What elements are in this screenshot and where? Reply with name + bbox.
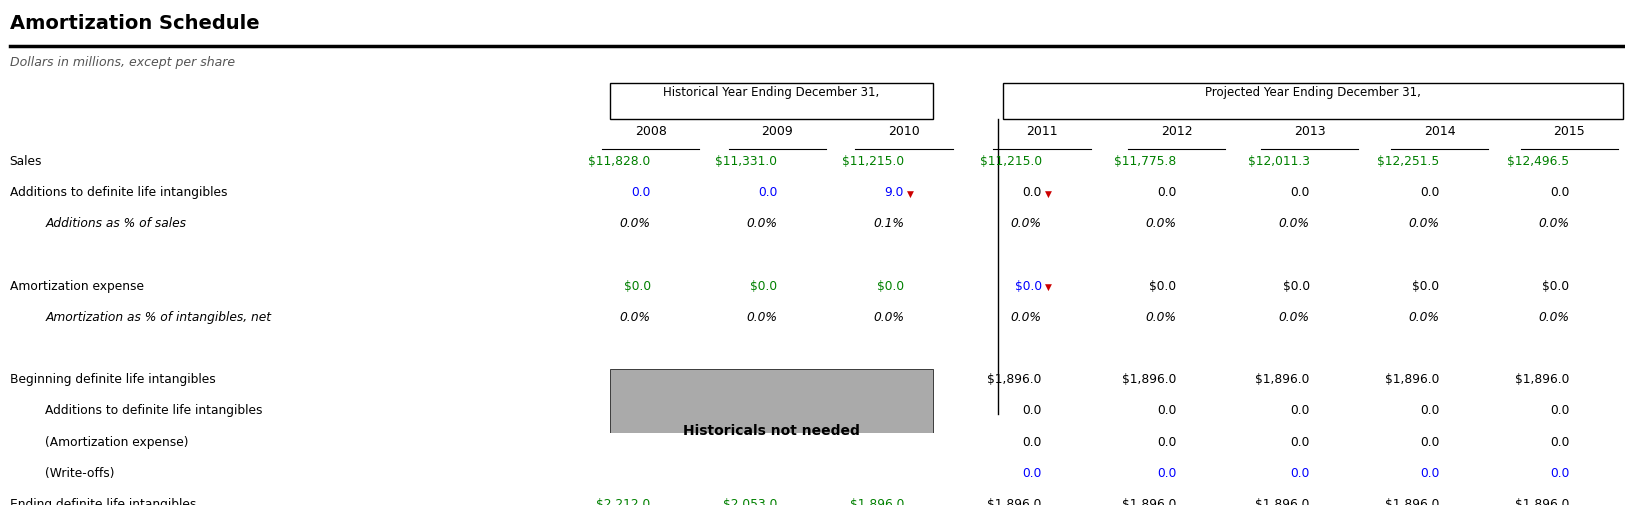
FancyBboxPatch shape — [610, 83, 933, 120]
Text: ▼: ▼ — [907, 189, 914, 198]
Text: 2015: 2015 — [1553, 125, 1585, 138]
Text: 0.0: 0.0 — [1023, 435, 1042, 448]
Text: 0.0%: 0.0% — [746, 311, 777, 323]
Text: 0.0: 0.0 — [1023, 403, 1042, 417]
Text: Additions as % of sales: Additions as % of sales — [46, 217, 187, 230]
Text: 0.0%: 0.0% — [1278, 217, 1309, 230]
Text: 0.0: 0.0 — [1158, 435, 1177, 448]
Text: 0.0%: 0.0% — [1146, 311, 1177, 323]
Text: Additions to definite life intangibles: Additions to definite life intangibles — [46, 403, 263, 417]
Text: $0.0: $0.0 — [1413, 279, 1439, 292]
Text: $0.0: $0.0 — [750, 279, 777, 292]
Text: 0.0%: 0.0% — [1538, 311, 1569, 323]
Text: 2011: 2011 — [1026, 125, 1057, 138]
Text: 0.0: 0.0 — [1291, 403, 1309, 417]
Text: 0.0%: 0.0% — [1278, 311, 1309, 323]
Text: 0.0: 0.0 — [1419, 435, 1439, 448]
Text: 2013: 2013 — [1294, 125, 1325, 138]
Text: $11,775.8: $11,775.8 — [1114, 155, 1177, 168]
Text: 0.0: 0.0 — [758, 186, 777, 199]
Text: 2008: 2008 — [634, 125, 667, 138]
Text: 0.0: 0.0 — [1550, 466, 1569, 479]
Text: $0.0: $0.0 — [1015, 279, 1042, 292]
Text: 0.0: 0.0 — [1550, 403, 1569, 417]
Text: $1,896.0: $1,896.0 — [849, 497, 904, 505]
Text: Additions to definite life intangibles: Additions to definite life intangibles — [10, 186, 228, 199]
Text: 0.0: 0.0 — [631, 186, 650, 199]
Text: $0.0: $0.0 — [876, 279, 904, 292]
Text: $12,011.3: $12,011.3 — [1247, 155, 1309, 168]
Text: Dollars in millions, except per share: Dollars in millions, except per share — [10, 56, 234, 68]
Text: $0.0: $0.0 — [1150, 279, 1177, 292]
Text: 0.0%: 0.0% — [1011, 217, 1042, 230]
Text: $1,896.0: $1,896.0 — [1385, 497, 1439, 505]
Text: 0.0%: 0.0% — [873, 311, 904, 323]
Text: (Write-offs): (Write-offs) — [46, 466, 115, 479]
FancyBboxPatch shape — [1003, 83, 1623, 120]
Text: 0.0%: 0.0% — [620, 311, 650, 323]
Text: Amortization expense: Amortization expense — [10, 279, 143, 292]
Text: 0.0: 0.0 — [1419, 466, 1439, 479]
FancyBboxPatch shape — [610, 369, 933, 492]
Text: 0.0%: 0.0% — [1408, 217, 1439, 230]
Text: Ending definite life intangibles: Ending definite life intangibles — [10, 497, 195, 505]
Text: $1,896.0: $1,896.0 — [987, 373, 1042, 385]
Text: 0.0: 0.0 — [1419, 403, 1439, 417]
Text: 0.0: 0.0 — [1158, 466, 1177, 479]
Text: Beginning definite life intangibles: Beginning definite life intangibles — [10, 373, 215, 385]
Text: 0.0%: 0.0% — [1011, 311, 1042, 323]
Text: $1,896.0: $1,896.0 — [1122, 373, 1177, 385]
Text: 0.0: 0.0 — [1291, 466, 1309, 479]
Text: $1,896.0: $1,896.0 — [1255, 373, 1309, 385]
Text: 2010: 2010 — [888, 125, 920, 138]
Text: 0.1%: 0.1% — [873, 217, 904, 230]
Text: $11,828.0: $11,828.0 — [589, 155, 650, 168]
Text: 2009: 2009 — [761, 125, 793, 138]
Text: $0.0: $0.0 — [623, 279, 650, 292]
Text: $1,896.0: $1,896.0 — [1385, 373, 1439, 385]
Text: 0.0%: 0.0% — [1538, 217, 1569, 230]
Text: 0.0: 0.0 — [1023, 466, 1042, 479]
Text: 0.0: 0.0 — [1023, 186, 1042, 199]
Text: 0.0%: 0.0% — [1408, 311, 1439, 323]
Text: Historicals not needed: Historicals not needed — [683, 424, 860, 437]
Text: $11,331.0: $11,331.0 — [715, 155, 777, 168]
Text: 0.0: 0.0 — [1158, 403, 1177, 417]
Text: 2014: 2014 — [1424, 125, 1455, 138]
Text: Amortization as % of intangibles, net: Amortization as % of intangibles, net — [46, 311, 272, 323]
Text: $1,896.0: $1,896.0 — [1515, 373, 1569, 385]
Text: 0.0: 0.0 — [1419, 186, 1439, 199]
Text: $2,212.0: $2,212.0 — [597, 497, 650, 505]
Text: Historical Year Ending December 31,: Historical Year Ending December 31, — [663, 86, 880, 99]
Text: Sales: Sales — [10, 155, 42, 168]
Text: 9.0: 9.0 — [885, 186, 904, 199]
Text: $1,896.0: $1,896.0 — [1122, 497, 1177, 505]
Text: 0.0: 0.0 — [1550, 186, 1569, 199]
Text: (Amortization expense): (Amortization expense) — [46, 435, 189, 448]
Text: $11,215.0: $11,215.0 — [842, 155, 904, 168]
Text: Projected Year Ending December 31,: Projected Year Ending December 31, — [1205, 86, 1421, 99]
Text: 0.0: 0.0 — [1550, 435, 1569, 448]
Text: $2,053.0: $2,053.0 — [724, 497, 777, 505]
Text: 0.0: 0.0 — [1291, 186, 1309, 199]
Text: $1,896.0: $1,896.0 — [1515, 497, 1569, 505]
Text: ▼: ▼ — [1046, 189, 1052, 198]
Text: 0.0: 0.0 — [1158, 186, 1177, 199]
Text: $12,496.5: $12,496.5 — [1507, 155, 1569, 168]
Text: $12,251.5: $12,251.5 — [1377, 155, 1439, 168]
Text: 0.0%: 0.0% — [746, 217, 777, 230]
Text: 0.0%: 0.0% — [1146, 217, 1177, 230]
Text: $1,896.0: $1,896.0 — [1255, 497, 1309, 505]
Text: Amortization Schedule: Amortization Schedule — [10, 14, 259, 33]
Text: 0.0: 0.0 — [1291, 435, 1309, 448]
Text: $0.0: $0.0 — [1543, 279, 1569, 292]
Text: $0.0: $0.0 — [1283, 279, 1309, 292]
Text: ▼: ▼ — [1046, 283, 1052, 292]
Text: 0.0%: 0.0% — [620, 217, 650, 230]
Text: $11,215.0: $11,215.0 — [980, 155, 1042, 168]
Text: 2012: 2012 — [1161, 125, 1192, 138]
Text: $1,896.0: $1,896.0 — [987, 497, 1042, 505]
